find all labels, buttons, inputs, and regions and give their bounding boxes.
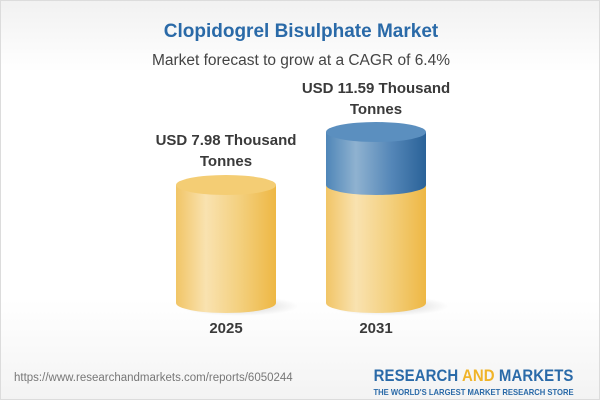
report-url-link[interactable]: https://www.researchandmarkets.com/repor…: [14, 372, 293, 384]
year-label-2031: 2031: [359, 320, 393, 337]
value-label-2031: USD 11.59 Thousand Tonnes: [301, 80, 451, 118]
brand-logo[interactable]: RESEARCH AND MARKETS THE WORLD'S LARGEST…: [360, 366, 587, 397]
brand-tagline: THE WORLD'S LARGEST MARKET RESEARCH STOR…: [373, 387, 574, 397]
chart-subtitle: Market forecast to grow at a CAGR of 6.4…: [151, 52, 451, 69]
chart-title: Clopidogrel Bisulphate Market: [163, 21, 439, 42]
brand-name: RESEARCH AND MARKETS: [373, 366, 574, 385]
growth-segment: [326, 132, 426, 195]
cylinder-2025: [176, 175, 299, 316]
cylinder-2031: [326, 122, 449, 316]
year-label-2025: 2025: [209, 320, 243, 337]
value-label-2025: USD 7.98 Thousand Tonnes: [155, 132, 297, 170]
